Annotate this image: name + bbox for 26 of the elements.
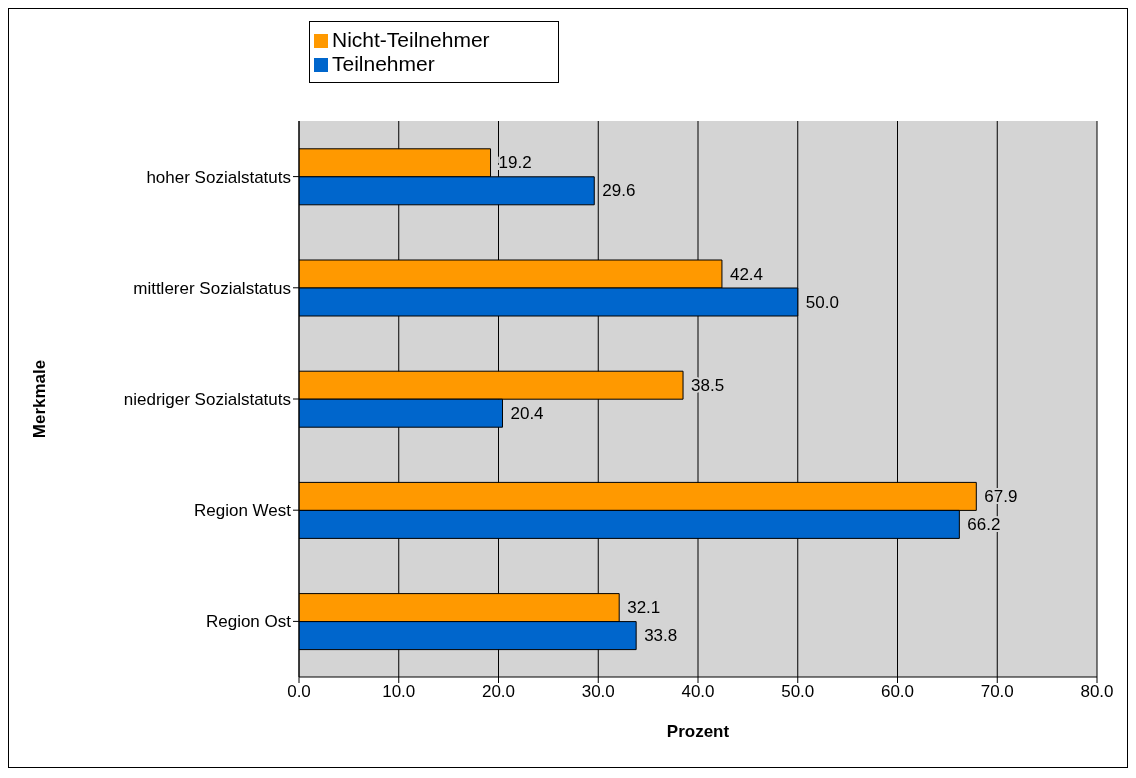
x-tick-label: 50.0 <box>781 682 815 702</box>
y-tick-label: mittlerer Sozialstatus <box>133 278 291 298</box>
x-tick-label: 60.0 <box>880 682 915 702</box>
x-tick-label: 80.0 <box>1080 682 1114 702</box>
data-label: 33.8 <box>644 626 678 646</box>
x-tick-label: 40.0 <box>681 682 715 702</box>
legend-label: Teilnehmer <box>332 52 435 75</box>
x-tick-label: 10.0 <box>382 682 416 702</box>
data-label: 50.0 <box>805 292 839 312</box>
x-axis-title: Prozent <box>666 722 730 741</box>
legend-label: Nicht-Teilnehmer <box>332 28 490 51</box>
data-label: 20.4 <box>510 403 544 423</box>
data-label: 32.1 <box>627 598 661 618</box>
y-tick-label: Region West <box>193 501 292 521</box>
y-tick-label: Region Ost <box>205 612 292 632</box>
y-tick-label: niedriger Sozialstatuts <box>123 390 291 410</box>
y-tick-label: hoher Sozialstatuts <box>146 167 291 187</box>
x-tick-label: 0.0 <box>287 682 311 702</box>
data-label: 38.5 <box>691 375 725 395</box>
data-label: 29.6 <box>602 181 636 201</box>
x-tick-label: 30.0 <box>581 682 615 702</box>
data-label: 19.2 <box>498 153 532 173</box>
y-axis-title: Merkmale <box>30 359 50 439</box>
x-tick-label: 70.0 <box>980 682 1014 702</box>
data-label: 42.4 <box>729 264 764 284</box>
x-tick-label: 20.0 <box>481 682 516 702</box>
